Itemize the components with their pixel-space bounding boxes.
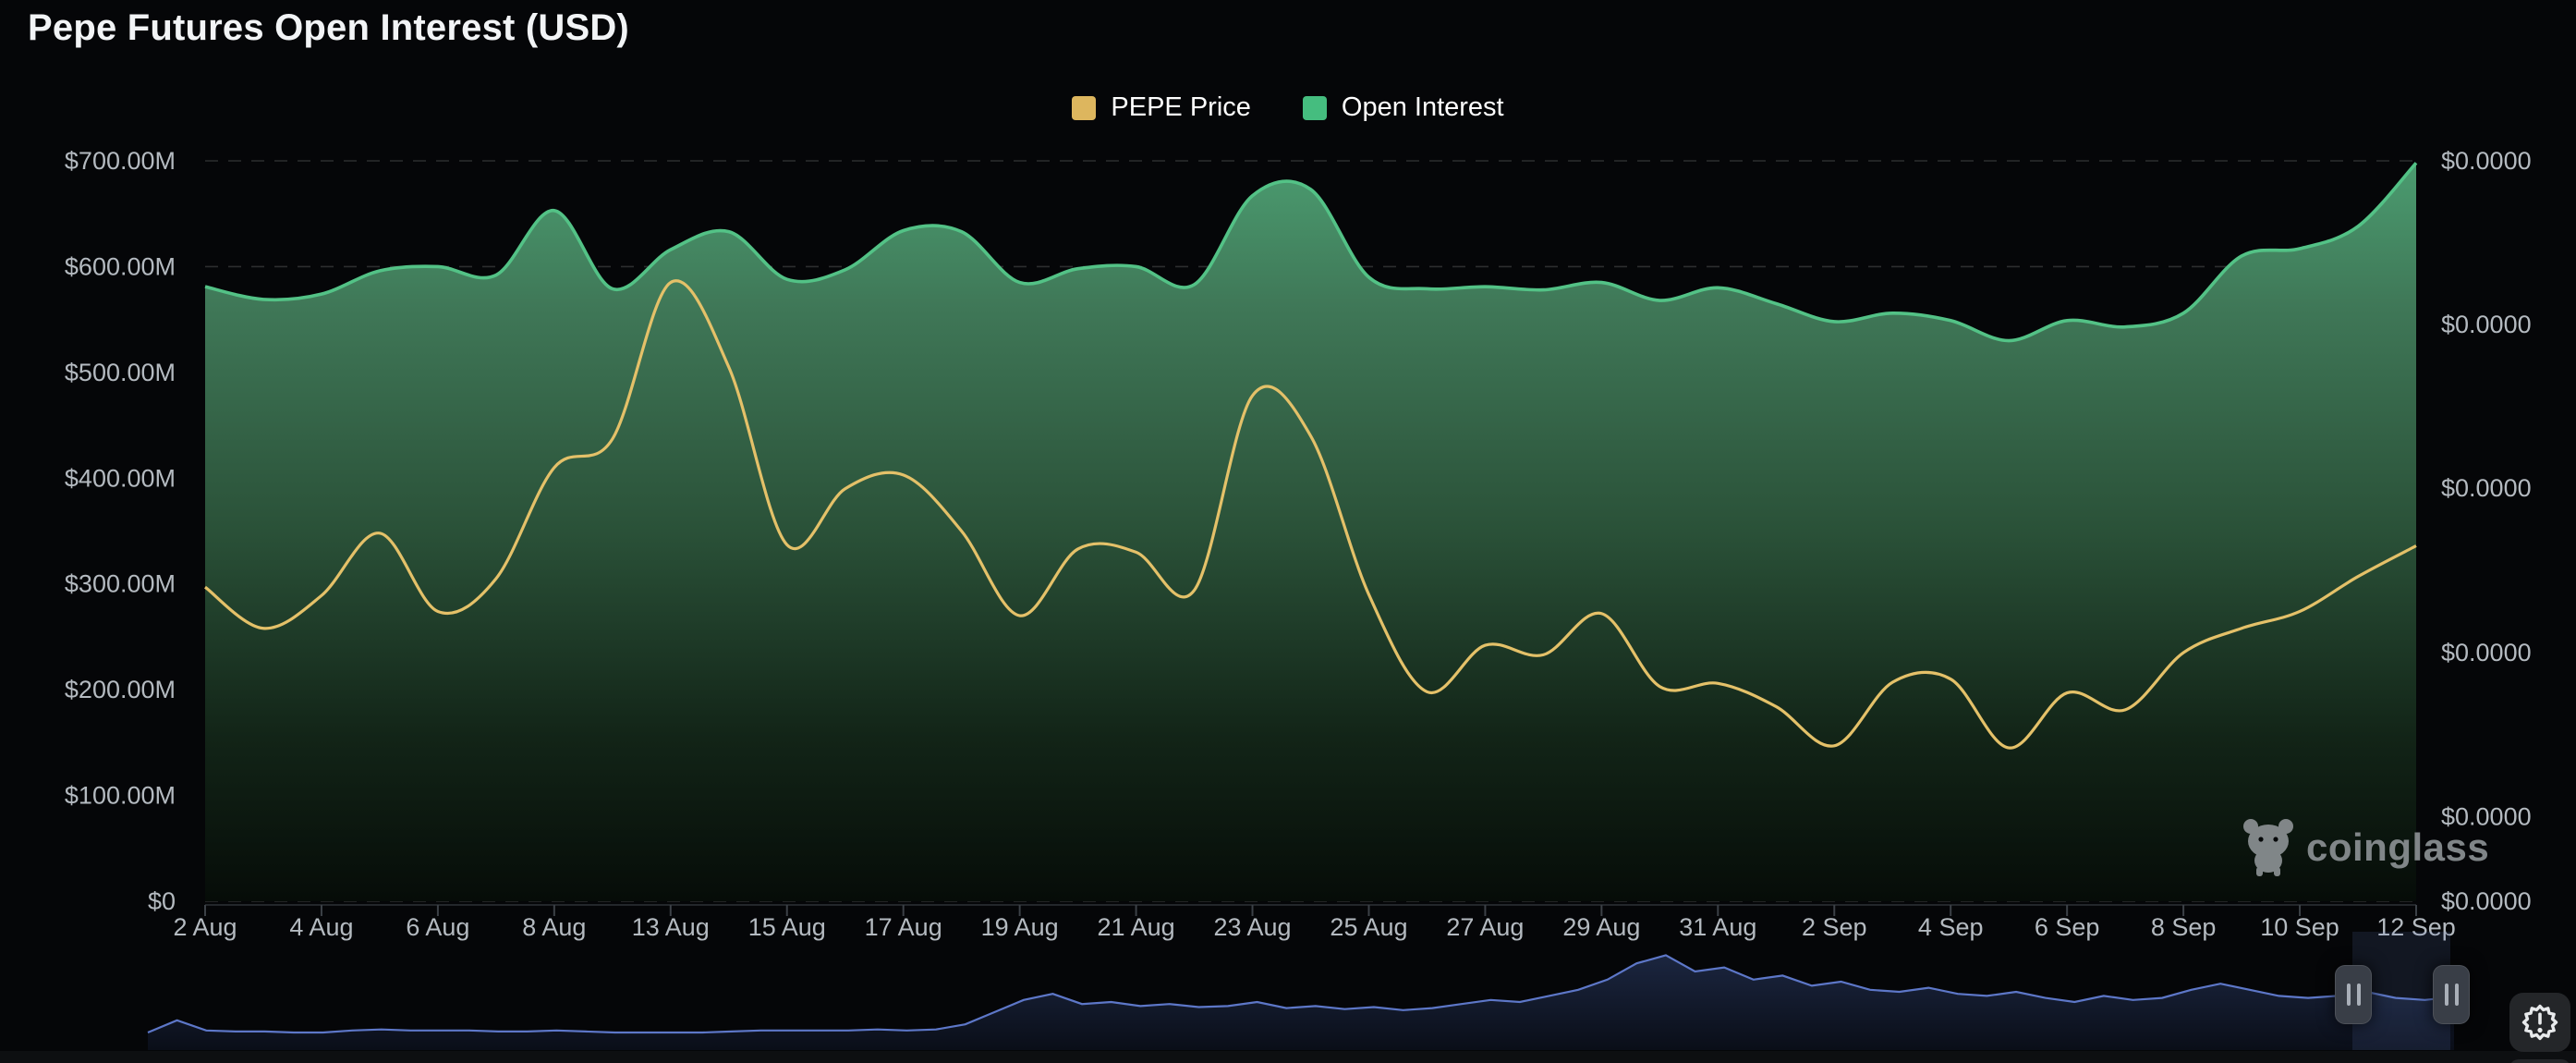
open-interest-line xyxy=(204,162,2418,343)
x-axis-label: 21 Aug xyxy=(1098,913,1175,941)
x-axis-label: 2 Aug xyxy=(173,913,237,941)
chart-legend: PEPE Price Open Interest xyxy=(0,92,2576,123)
partial-button[interactable] xyxy=(2509,1059,2570,1063)
navigator-area xyxy=(148,955,2454,1050)
handle-grip-icon xyxy=(2454,984,2459,1006)
right-axis-label: $0.0000 xyxy=(2441,639,2532,666)
x-axis-label: 4 Sep xyxy=(1918,913,1984,941)
legend-label: PEPE Price xyxy=(1111,92,1251,122)
right-axis-label: $0.0000 xyxy=(2441,311,2532,338)
handle-grip-icon xyxy=(2356,984,2361,1006)
alert-settings-button[interactable] xyxy=(2509,993,2570,1052)
left-axis-label: $600.00M xyxy=(65,252,176,280)
seal-exclamation-icon xyxy=(2521,1004,2558,1041)
x-axis-label: 2 Sep xyxy=(1802,913,1867,941)
left-axis-label: $500.00M xyxy=(65,359,176,386)
x-axis-label: 8 Aug xyxy=(522,913,586,941)
navigator-line xyxy=(147,954,2455,1034)
left-axis-label: $400.00M xyxy=(65,464,176,492)
pepe-price-swatch-icon xyxy=(1072,95,1097,120)
x-axis-label: 12 Sep xyxy=(2376,913,2456,941)
legend-item-pepe-price[interactable]: PEPE Price xyxy=(1072,92,1251,123)
right-axis-label: $0.0000 xyxy=(2441,803,2532,831)
navigator-left-handle[interactable] xyxy=(2335,965,2372,1024)
x-axis-label: 25 Aug xyxy=(1330,913,1407,941)
legend-item-open-interest[interactable]: Open Interest xyxy=(1302,92,1504,123)
right-axis-label: $0.0000 xyxy=(2441,887,2532,915)
page-title: Pepe Futures Open Interest (USD) xyxy=(28,7,629,48)
handle-grip-icon xyxy=(2444,984,2448,1006)
x-axis-label: 17 Aug xyxy=(865,913,942,941)
left-axis-label: $0 xyxy=(148,887,176,915)
navigator-right-handle[interactable] xyxy=(2433,965,2470,1024)
x-axis-label: 13 Aug xyxy=(632,913,710,941)
x-axis-label: 10 Sep xyxy=(2260,913,2339,941)
x-axis-label: 27 Aug xyxy=(1446,913,1524,941)
left-axis-label: $300.00M xyxy=(65,570,176,598)
left-axis-label: $200.00M xyxy=(65,676,176,703)
pepe-price-line xyxy=(204,279,2417,750)
x-axis-label: 19 Aug xyxy=(981,913,1059,941)
x-axis-label: 29 Aug xyxy=(1562,913,1640,941)
left-axis-label: $700.00M xyxy=(65,147,176,175)
x-axis-label: 23 Aug xyxy=(1213,913,1291,941)
open-interest-swatch-icon xyxy=(1302,95,1327,120)
legend-label: Open Interest xyxy=(1341,92,1504,122)
x-axis-label: 4 Aug xyxy=(289,913,353,941)
x-axis-label: 6 Sep xyxy=(2035,913,2100,941)
x-axis-label: 6 Aug xyxy=(406,913,469,941)
left-axis-label: $100.00M xyxy=(65,782,176,810)
right-axis-label: $0.0000 xyxy=(2441,147,2532,175)
x-axis-label: 8 Sep xyxy=(2151,913,2217,941)
x-axis-label: 15 Aug xyxy=(748,913,826,941)
handle-grip-icon xyxy=(2346,984,2351,1006)
page-bottom-strip xyxy=(0,1051,2576,1063)
x-axis-label: 31 Aug xyxy=(1679,913,1756,941)
right-axis-label: $0.0000 xyxy=(2441,474,2532,502)
